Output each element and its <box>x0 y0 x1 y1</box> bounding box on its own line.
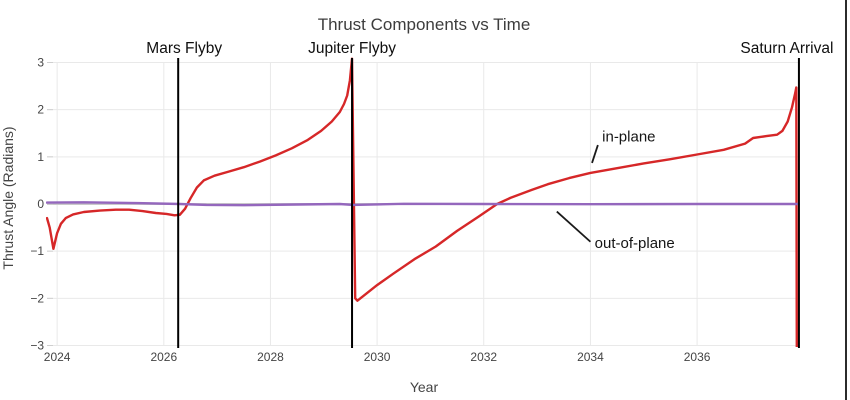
tick-labels-group: 2024 2026 2028 2030 2032 2034 2036 −3 −2 −1 0 1 2 3 <box>30 56 710 365</box>
event-label: Mars Flyby <box>146 40 222 57</box>
y-tick-label: −1 <box>30 244 44 258</box>
annotation-text: out-of-plane <box>595 235 675 252</box>
series-line-out-of-plane <box>46 201 799 207</box>
x-tick-label: 2026 <box>150 350 177 364</box>
event-label: Jupiter Flyby <box>308 40 396 57</box>
series-line-in-plane <box>46 57 798 347</box>
annotation-leader <box>591 144 599 164</box>
event-lines-group: Mars Flyby Jupiter Flyby Saturn Arrival <box>146 40 833 348</box>
y-tick-label: 2 <box>37 103 44 117</box>
x-tick-label: 2030 <box>364 350 391 364</box>
x-tick-label: 2028 <box>257 350 284 364</box>
x-tick-label: 2036 <box>684 350 711 364</box>
annotations-group: in-plane out-of-plane <box>556 129 675 252</box>
chart-title: Thrust Components vs Time <box>318 15 531 34</box>
annotation-text: in-plane <box>602 129 655 146</box>
y-tick-label: 1 <box>37 150 44 164</box>
y-tick-label: −3 <box>30 339 44 353</box>
series-group <box>46 57 799 347</box>
y-tick-label: −2 <box>30 291 44 305</box>
x-tick-label: 2034 <box>577 350 604 364</box>
annotation-leader <box>556 210 592 243</box>
y-tick-label: 3 <box>37 56 44 70</box>
x-axis-title: Year <box>410 379 439 395</box>
y-axis-title: Thrust Angle (Radians) <box>0 126 16 269</box>
x-tick-label: 2032 <box>470 350 497 364</box>
event-label: Saturn Arrival <box>740 40 833 57</box>
x-tick-label: 2024 <box>44 350 71 364</box>
y-tick-label: 0 <box>37 197 44 211</box>
window-right-border <box>845 0 847 400</box>
